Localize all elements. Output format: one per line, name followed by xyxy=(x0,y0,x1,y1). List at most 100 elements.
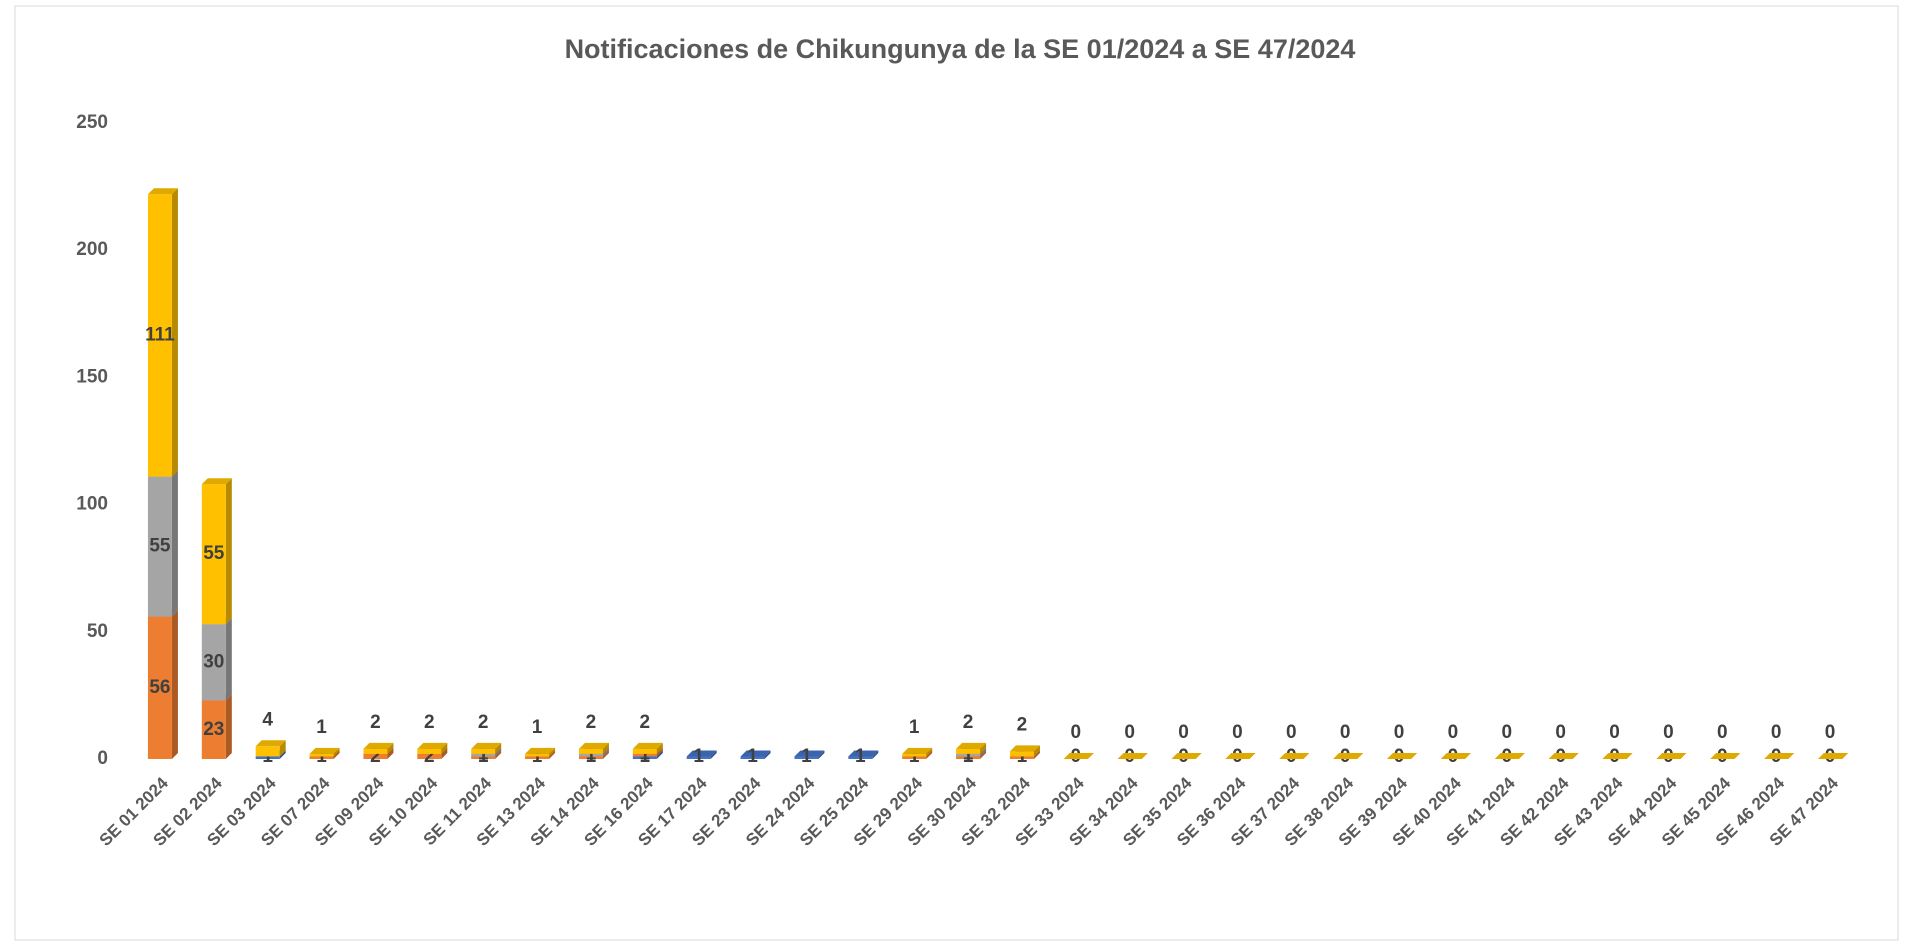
bar xyxy=(201,700,226,759)
data-label: 2 xyxy=(640,712,651,733)
bar xyxy=(1009,751,1034,757)
bar xyxy=(632,753,657,757)
bar-side xyxy=(171,610,178,759)
bar-side xyxy=(926,747,933,757)
bar-side xyxy=(602,747,609,757)
data-label: 1 xyxy=(586,746,597,767)
y-tick-label: 0 xyxy=(97,748,108,769)
data-label: 55 xyxy=(203,543,225,564)
bar xyxy=(147,476,172,617)
bar-side xyxy=(549,750,556,759)
bar-top xyxy=(1656,753,1687,759)
bar xyxy=(902,753,927,757)
data-label: 2 xyxy=(586,712,597,733)
bar-top xyxy=(525,747,556,754)
data-label: 0 xyxy=(1502,722,1513,743)
bar-top xyxy=(1279,753,1310,759)
bar-side xyxy=(495,742,502,754)
data-label: 2 xyxy=(1017,714,1028,735)
bar-side xyxy=(818,750,825,759)
bar-top xyxy=(1171,753,1202,759)
bar xyxy=(255,756,280,759)
bar-top xyxy=(956,742,987,749)
data-label: 1 xyxy=(532,746,543,767)
data-label: 1 xyxy=(801,746,812,767)
bar-top xyxy=(578,742,609,749)
data-label: 1 xyxy=(316,746,327,767)
bar xyxy=(956,756,981,759)
bar xyxy=(525,753,550,757)
bar-top xyxy=(1494,753,1525,759)
data-label: 55 xyxy=(149,536,171,557)
bar xyxy=(902,756,927,759)
data-label: 0 xyxy=(1124,722,1135,743)
bar-top xyxy=(255,740,286,747)
bar-top xyxy=(848,750,879,757)
bar xyxy=(147,194,172,477)
data-label: 0 xyxy=(1232,722,1243,743)
bar xyxy=(632,748,657,754)
bar-side xyxy=(1033,745,1040,757)
data-label: 2 xyxy=(424,746,435,767)
data-label: 1 xyxy=(316,717,327,738)
bar xyxy=(578,756,603,759)
bar-top xyxy=(1710,753,1741,759)
bar-top xyxy=(309,747,340,754)
bar xyxy=(417,748,442,754)
bar-top xyxy=(632,742,663,749)
bar-top xyxy=(1063,753,1094,759)
bar xyxy=(956,753,981,757)
bar xyxy=(578,753,603,757)
bar xyxy=(201,624,226,701)
data-label: 0 xyxy=(1825,722,1836,743)
data-label: 2 xyxy=(478,712,489,733)
data-label: 0 xyxy=(1663,722,1674,743)
data-label: 1 xyxy=(963,746,974,767)
y-tick-label: 250 xyxy=(76,112,108,133)
bar-side xyxy=(602,742,609,754)
bar xyxy=(632,756,657,759)
data-label: 0 xyxy=(1717,722,1728,743)
data-label: 1 xyxy=(909,717,920,738)
bar-top xyxy=(363,742,394,749)
bar xyxy=(848,756,873,759)
data-label: 0 xyxy=(1340,722,1351,743)
data-label: 2 xyxy=(370,712,381,733)
bar-side xyxy=(980,747,987,757)
bar xyxy=(417,753,442,759)
bar xyxy=(309,753,334,757)
bar-side xyxy=(656,742,663,754)
data-label: 1 xyxy=(855,746,866,767)
data-label: 2 xyxy=(370,746,381,767)
data-label: 1 xyxy=(693,746,704,767)
bar-top xyxy=(1333,753,1364,759)
bar-top xyxy=(1387,753,1418,759)
bar-top xyxy=(740,750,771,757)
bar-side xyxy=(225,618,232,701)
data-label: 2 xyxy=(963,712,974,733)
data-label: 2 xyxy=(424,712,435,733)
bar-side xyxy=(549,747,556,757)
bar xyxy=(471,756,496,759)
bar xyxy=(471,748,496,754)
bar xyxy=(201,484,226,625)
y-tick-label: 200 xyxy=(76,239,108,260)
chart-title: Notificaciones de Chikungunya de la SE 0… xyxy=(565,34,1356,64)
bar-side xyxy=(279,740,286,757)
bar-side xyxy=(333,750,340,759)
bar-top xyxy=(1117,753,1148,759)
bar-side xyxy=(279,750,286,759)
data-label: 30 xyxy=(203,651,224,672)
bar xyxy=(363,748,388,754)
data-label: 0 xyxy=(1609,722,1620,743)
bar xyxy=(525,756,550,759)
bar-side xyxy=(656,747,663,757)
data-label: 4 xyxy=(262,709,273,730)
data-label: 0 xyxy=(1555,722,1566,743)
data-label: 1 xyxy=(478,743,489,764)
data-label: 1 xyxy=(640,746,651,767)
bar xyxy=(956,748,981,754)
bar-side xyxy=(764,750,771,759)
